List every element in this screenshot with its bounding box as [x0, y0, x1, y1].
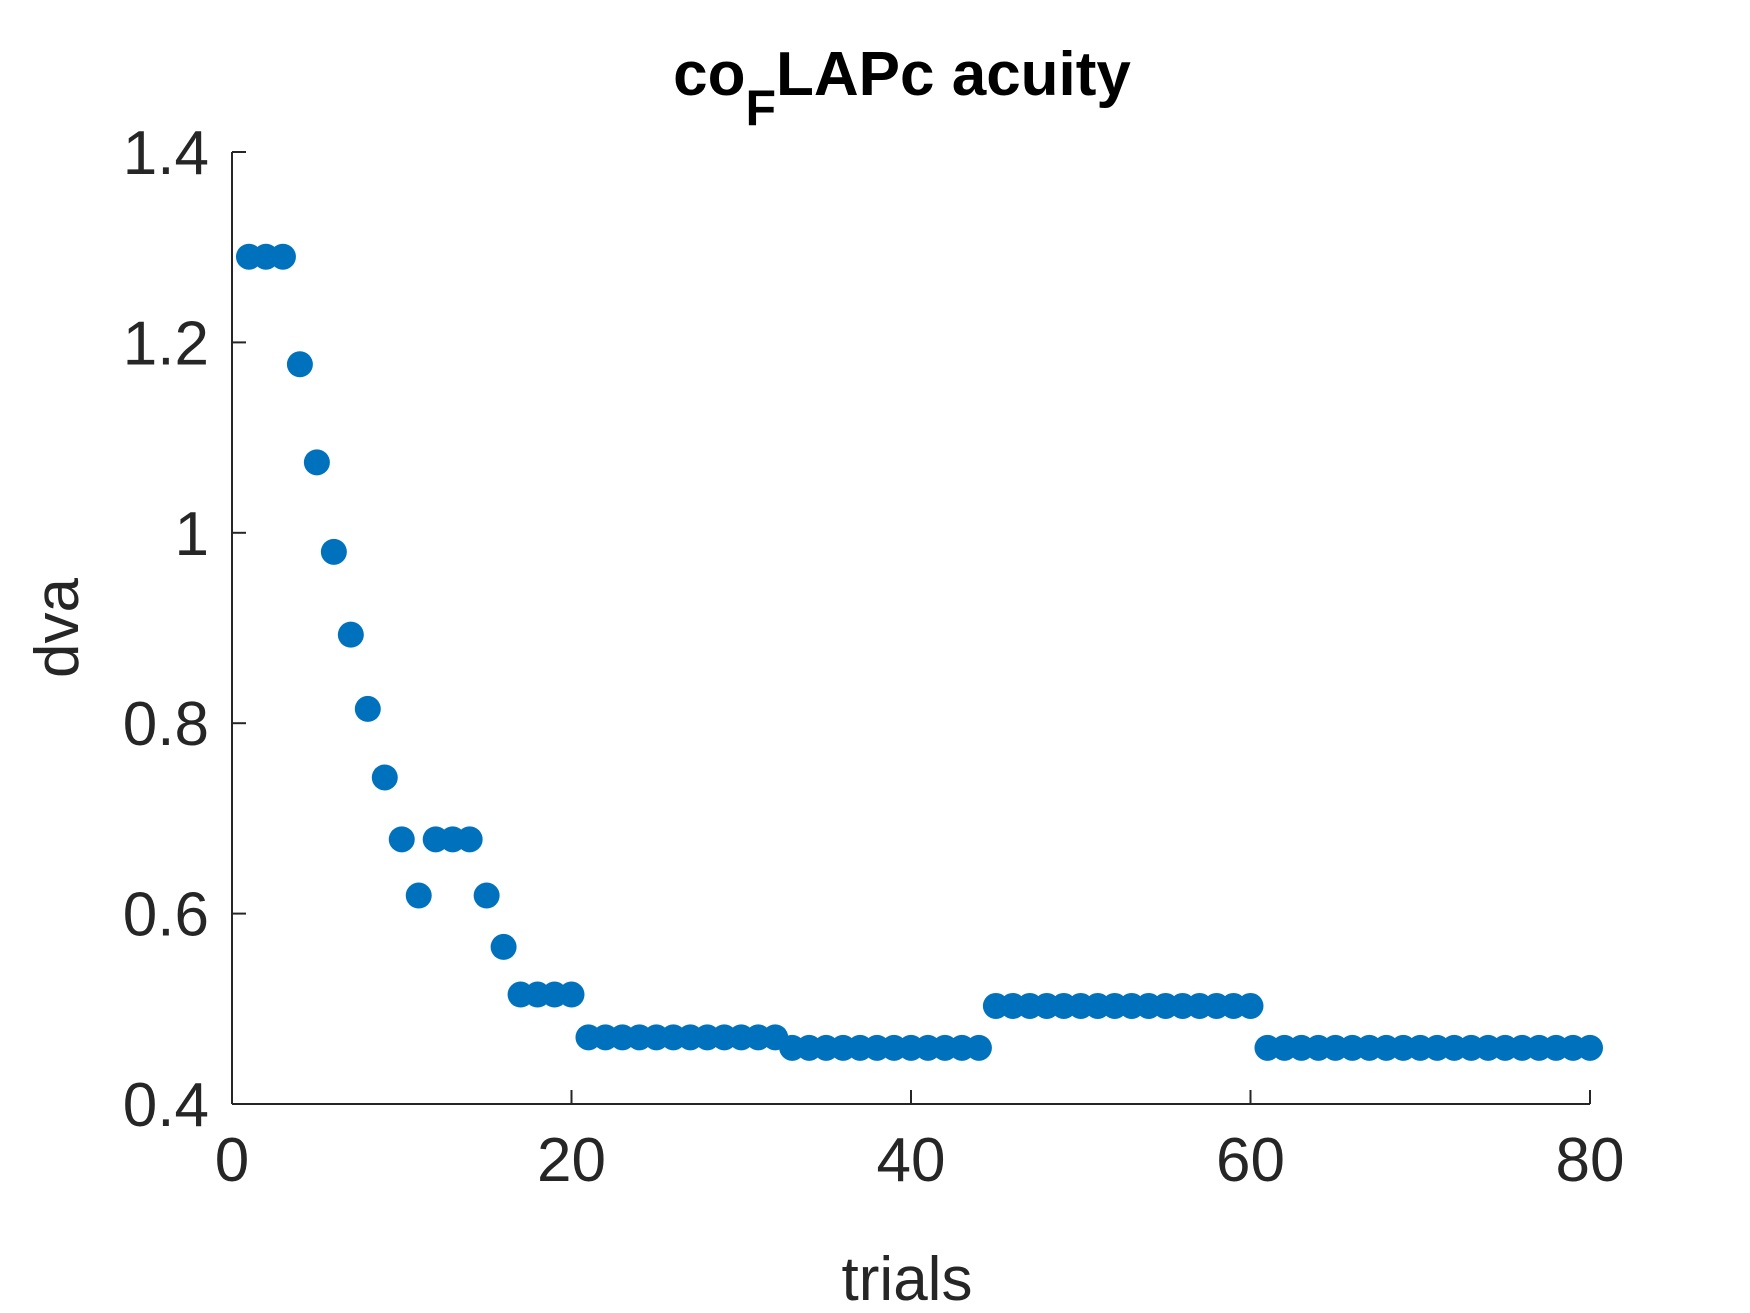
x-tick-label: 80 — [1556, 1126, 1625, 1195]
data-point — [558, 981, 585, 1008]
x-tick-label: 40 — [877, 1126, 946, 1195]
data-point — [320, 538, 347, 565]
data-point — [405, 882, 432, 909]
data-point — [473, 882, 500, 909]
data-point — [286, 351, 313, 378]
y-tick-label: 1.2 — [123, 309, 209, 378]
chart-title-subscript: F — [745, 80, 776, 136]
y-tick-label: 0.8 — [123, 690, 209, 759]
chart-title: coFLAPc acuity — [673, 40, 1131, 136]
x-tick-label: 20 — [537, 1126, 606, 1195]
data-point — [456, 826, 483, 853]
y-axis-ticks: 0.4 0.6 0.8 1 1.2 1.4 — [123, 119, 246, 1140]
chart-title-prefix: co — [673, 40, 745, 109]
data-point — [388, 826, 415, 853]
data-point — [1577, 1034, 1603, 1061]
x-axis-ticks: 0 20 40 60 80 — [215, 1090, 1625, 1195]
x-tick-label: 60 — [1216, 1126, 1285, 1195]
data-point — [490, 933, 517, 960]
y-tick-label: 1 — [175, 500, 209, 569]
data-point — [354, 695, 381, 722]
y-axis-label: dva — [23, 578, 92, 678]
data-points — [235, 243, 1603, 1061]
y-tick-label: 0.4 — [123, 1071, 209, 1140]
data-point — [269, 243, 296, 270]
data-point — [303, 449, 330, 476]
x-axis-label: trials — [842, 1245, 973, 1313]
data-point — [371, 764, 398, 791]
data-point — [1237, 992, 1264, 1019]
y-tick-label: 1.4 — [123, 119, 209, 188]
data-point — [337, 621, 364, 648]
data-point — [965, 1034, 992, 1061]
x-tick-label: 0 — [215, 1126, 249, 1195]
y-tick-label: 0.6 — [123, 881, 209, 950]
chart-title-suffix: LAPc acuity — [776, 40, 1131, 109]
